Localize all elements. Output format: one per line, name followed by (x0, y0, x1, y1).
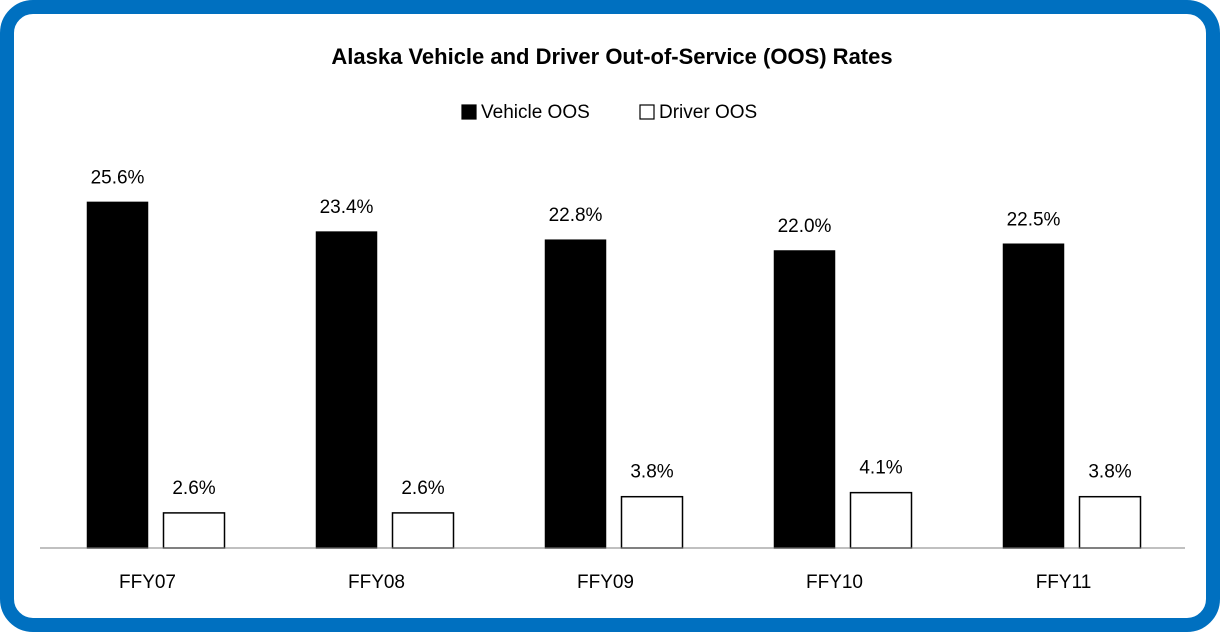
data-label: 3.8% (630, 462, 673, 483)
bar (773, 250, 836, 549)
bar (544, 239, 607, 549)
bar (162, 512, 226, 549)
data-label: 22.0% (778, 216, 832, 237)
bar (391, 512, 455, 549)
data-label: 22.5% (1007, 209, 1061, 230)
data-label: 22.8% (549, 205, 603, 226)
legend-swatch (461, 104, 477, 120)
data-label: 3.8% (1088, 462, 1131, 483)
data-label: 2.6% (401, 478, 444, 499)
legend-label: Driver OOS (659, 102, 757, 123)
legend-label: Vehicle OOS (481, 102, 590, 123)
x-tick-label: FFY10 (806, 572, 863, 593)
bar (86, 201, 149, 549)
bar (620, 495, 684, 549)
legend-swatch (639, 104, 655, 120)
bar (315, 231, 378, 549)
data-label: 2.6% (172, 478, 215, 499)
data-label: 23.4% (320, 197, 374, 218)
chart-title: Alaska Vehicle and Driver Out-of-Service… (331, 44, 892, 69)
x-tick-label: FFY11 (1036, 572, 1092, 593)
bar (1002, 243, 1065, 549)
bar (1078, 495, 1142, 549)
data-label: 4.1% (859, 458, 902, 479)
x-tick-label: FFY07 (119, 572, 176, 593)
data-label: 25.6% (91, 167, 145, 188)
x-tick-label: FFY09 (577, 572, 634, 593)
bar (849, 491, 913, 549)
x-tick-label: FFY08 (348, 572, 405, 593)
